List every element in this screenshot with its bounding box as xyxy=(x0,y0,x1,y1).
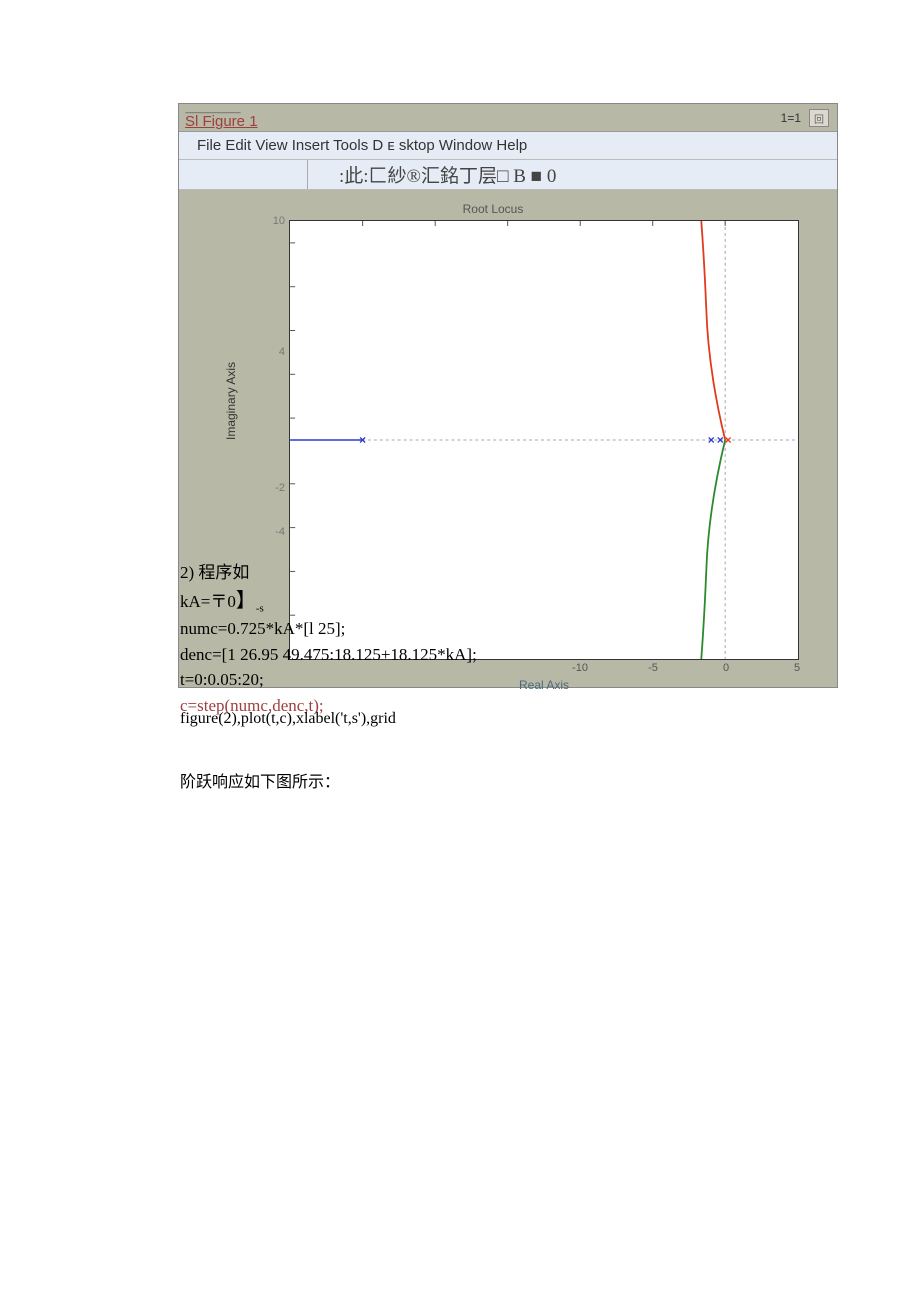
code-line5: t=0:0.05:20; xyxy=(180,667,477,693)
ytick-m2: -2 xyxy=(275,482,285,494)
markers: × × × × xyxy=(359,433,732,447)
code-line7: figure(2),plot(t,c),xlabel('t,s'),grid xyxy=(180,703,396,735)
plot-title: Root Locus xyxy=(179,202,807,216)
series-green xyxy=(701,440,725,659)
toolbar[interactable]: :此:匚紗®汇銘丁层□ B ■ 0 xyxy=(179,160,837,190)
titlebar-controls: 1=1 回 xyxy=(781,109,829,127)
xtick-m10: -10 xyxy=(572,662,588,674)
tick-marks xyxy=(290,221,725,615)
xtick-0: 0 xyxy=(723,662,729,674)
svg-text:×: × xyxy=(725,433,732,447)
code-line3: numc=0.725*kA*[l 25]; xyxy=(180,616,477,642)
code-line2: kA=〒0】-s xyxy=(180,586,477,617)
xtick-m5: -5 xyxy=(648,662,658,674)
menubar[interactable]: File Edit View Insert Tools D ᴇ sktop Wi… xyxy=(179,132,837,160)
menubar-text: File Edit View Insert Tools D ᴇ sktop Wi… xyxy=(197,137,527,154)
y-axis-label: Imaginary Axis xyxy=(224,362,238,440)
toolbar-text: :此:匚紗®汇銘丁层□ B ■ 0 xyxy=(339,161,556,188)
xtick-5: 5 xyxy=(794,662,800,674)
ytick-4: 4 xyxy=(279,346,285,358)
titlebar[interactable]: --------------------------------- Sl Fig… xyxy=(179,104,837,132)
toolbar-divider xyxy=(307,160,308,189)
titlebar-dashes: --------------------------------- xyxy=(185,108,240,117)
code-line4: denc=[1 26.95 49.475:18.125+18.125*kA]; xyxy=(180,642,477,668)
ytick-10: 10 xyxy=(273,215,285,227)
svg-text:×: × xyxy=(717,433,724,447)
titlebar-indicator: 1=1 xyxy=(781,111,801,125)
code-line1: 2) 程序如 xyxy=(180,560,477,586)
ytick-m4: -4 xyxy=(275,526,285,538)
code-overlay: 2) 程序如 kA=〒0】-s numc=0.725*kA*[l 25]; de… xyxy=(180,560,477,718)
svg-text:×: × xyxy=(708,433,715,447)
footer-text: 阶跃响应如下图所示： xyxy=(180,767,396,799)
svg-text:×: × xyxy=(359,433,366,447)
below-text: figure(2),plot(t,c),xlabel('t,s'),grid 阶… xyxy=(180,703,396,799)
series-red xyxy=(701,221,725,440)
window-button[interactable]: 回 xyxy=(809,109,829,127)
